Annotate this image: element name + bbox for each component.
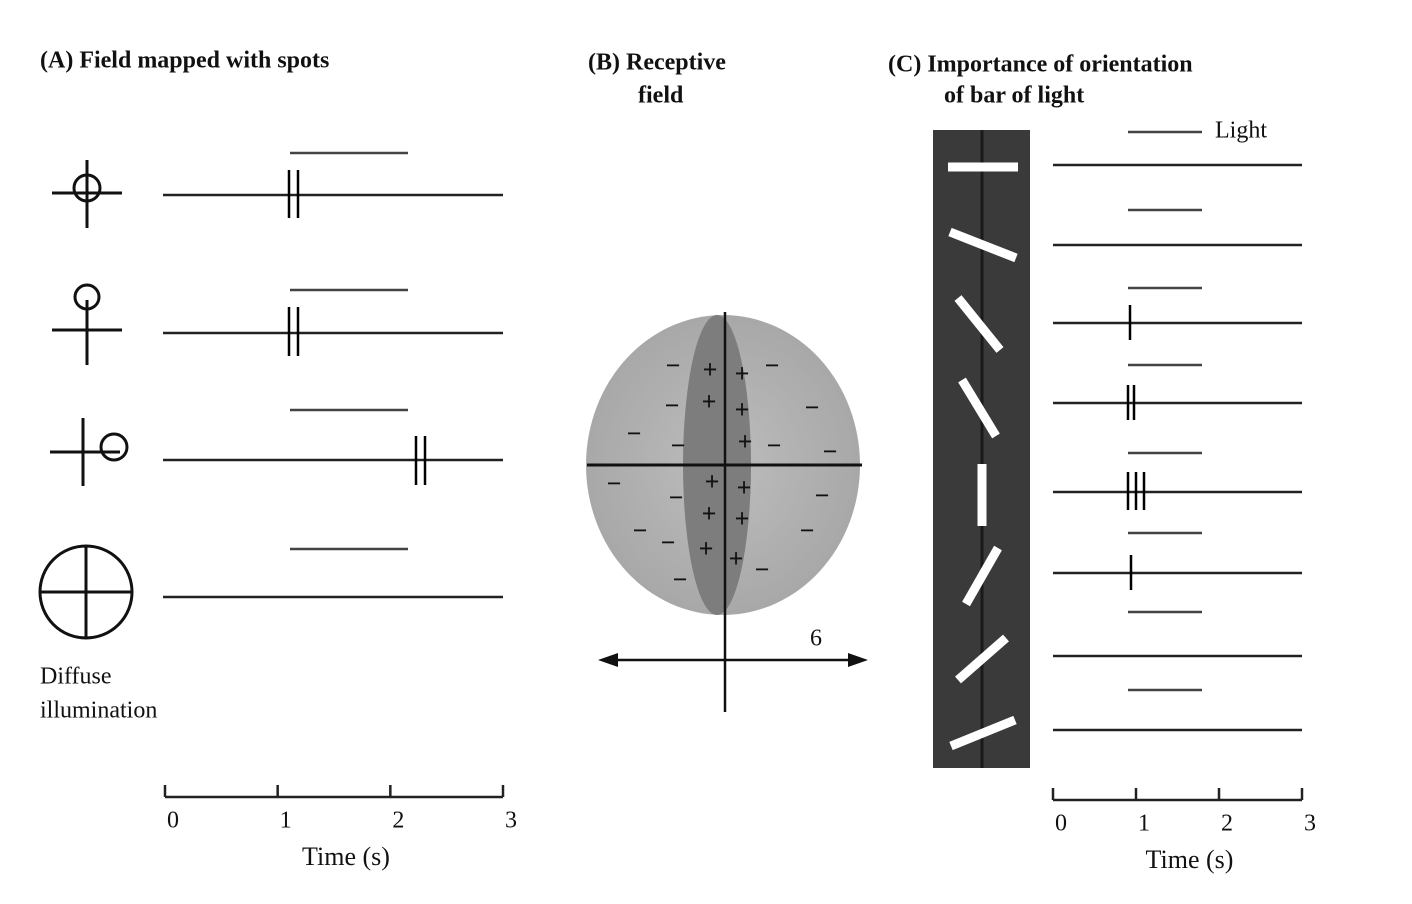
svg-text:−: − bbox=[665, 391, 680, 420]
panel-a-icons bbox=[38, 160, 134, 640]
svg-text:+: + bbox=[699, 534, 714, 563]
tick-label: 3 bbox=[505, 808, 517, 834]
svg-text:−: − bbox=[673, 565, 688, 594]
svg-text:+: + bbox=[705, 467, 720, 496]
time-axis: 0 1 2 3 Time (s) bbox=[1051, 788, 1316, 874]
panel-b-title: field bbox=[638, 83, 684, 109]
tick-label: 2 bbox=[392, 808, 404, 834]
tick-label: 1 bbox=[280, 808, 292, 834]
scale-label: 6 bbox=[810, 626, 822, 652]
svg-text:−: − bbox=[805, 393, 820, 422]
panel-b-title: (B) Receptive bbox=[588, 50, 726, 76]
receptive-field: + ++ + ++ ++ ++ + − −− − − − − − − − −− −−−− bbox=[586, 312, 868, 712]
svg-text:+: + bbox=[702, 499, 717, 528]
orientation-strip bbox=[933, 130, 1030, 768]
svg-text:+: + bbox=[735, 395, 750, 424]
svg-text:+: + bbox=[703, 355, 718, 384]
panel-c-traces bbox=[1053, 163, 1302, 732]
svg-text:−: − bbox=[755, 555, 770, 584]
tick-label: 3 bbox=[1304, 811, 1316, 837]
svg-text:−: − bbox=[661, 528, 676, 557]
caption: illumination bbox=[40, 698, 157, 724]
tick-label: 1 bbox=[1138, 811, 1150, 837]
svg-text:+: + bbox=[737, 473, 752, 502]
svg-text:−: − bbox=[669, 483, 684, 512]
svg-text:+: + bbox=[735, 359, 750, 388]
svg-text:−: − bbox=[765, 351, 780, 380]
time-axis: 0 1 2 3 Time (s) bbox=[163, 785, 517, 871]
svg-text:+: + bbox=[702, 387, 717, 416]
axis-label: Time (s) bbox=[302, 842, 390, 871]
svg-text:+: + bbox=[735, 504, 750, 533]
svg-text:−: − bbox=[607, 469, 622, 498]
legend-label: Light bbox=[1215, 118, 1267, 144]
svg-text:−: − bbox=[671, 431, 686, 460]
caption: Diffuse bbox=[40, 664, 112, 690]
svg-text:+: + bbox=[738, 427, 753, 456]
panel-a-traces bbox=[163, 151, 503, 599]
panel-a-title: (A) Field mapped with spots bbox=[40, 48, 329, 74]
panel-c-title: (C) Importance of orientation bbox=[888, 52, 1193, 78]
tick-label: 2 bbox=[1221, 811, 1233, 837]
svg-text:−: − bbox=[666, 351, 681, 380]
svg-text:+: + bbox=[729, 544, 744, 573]
axis-label: Time (s) bbox=[1146, 845, 1234, 874]
tick-label: 0 bbox=[167, 808, 179, 834]
panel-c-title: of bar of light bbox=[944, 83, 1084, 109]
tick-label: 0 bbox=[1055, 811, 1067, 837]
svg-text:−: − bbox=[633, 516, 648, 545]
svg-text:−: − bbox=[800, 516, 815, 545]
svg-text:−: − bbox=[823, 437, 838, 466]
svg-text:−: − bbox=[627, 419, 642, 448]
svg-text:−: − bbox=[815, 481, 830, 510]
svg-text:−: − bbox=[767, 431, 782, 460]
